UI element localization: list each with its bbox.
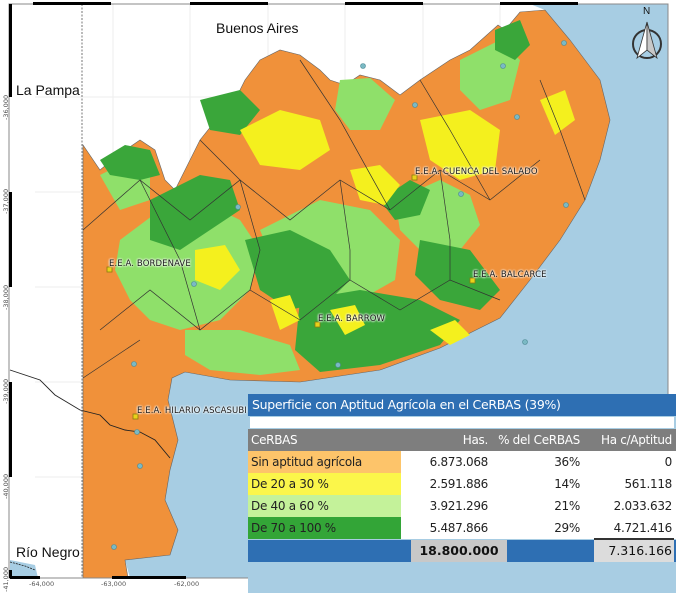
department-boundaries: [82, 59, 586, 379]
total-has: 18.800.000: [411, 540, 507, 562]
coast-line-sw: [9, 561, 36, 571]
zone-40-60: [100, 40, 520, 375]
station-label-bordenave: E.E.A. BORDENAVE: [109, 259, 191, 269]
zone-70-100: [100, 20, 530, 372]
observation-points: [111, 40, 569, 550]
north-arrow-label: N: [643, 6, 651, 17]
row-label: De 20 a 30 %: [248, 473, 401, 495]
row-ha-aptitud: 2.033.632: [613, 499, 673, 513]
lat-tick: -40,000: [2, 473, 10, 499]
table-blank-row: [250, 417, 674, 428]
lon-tick: -63,000: [101, 580, 127, 588]
lat-tick: -39,000: [2, 378, 10, 404]
row-pct: 29%: [554, 521, 580, 535]
total-separator: [594, 538, 674, 540]
lat-tick: -41,000: [2, 566, 10, 592]
aptitud-table: Superficie con Aptitud Agrícola en el Ce…: [248, 394, 676, 593]
north-arrow-icon: [632, 21, 662, 60]
row-pct: 36%: [554, 455, 580, 469]
row-pct: 14%: [554, 477, 580, 491]
row-ha-aptitud: 0: [664, 455, 673, 469]
table-title: Superficie con Aptitud Agrícola en el Ce…: [248, 394, 676, 416]
row-has: 5.487.866: [429, 521, 489, 535]
station-markers: [106, 174, 476, 420]
station-label-barrow: E.E.A. BARROW: [318, 314, 386, 324]
row-label: De 40 a 60 %: [248, 495, 401, 517]
row-pct: 21%: [554, 499, 580, 513]
row-has: 2.591.886: [429, 477, 489, 491]
header-ha-aptitud: Ha c/Aptitud: [600, 433, 672, 447]
sea-corner: [10, 560, 38, 578]
total-ha-aptitud: 7.316.166: [594, 540, 674, 562]
region-label-rio-negro: Río Negro: [16, 544, 80, 560]
row-label: Sin aptitud agrícola: [248, 451, 401, 473]
header-has: Has.: [462, 433, 489, 447]
zone-20-30: [195, 90, 575, 345]
station-label-balcarce: E.E.A. BALCARCE: [473, 270, 547, 280]
lat-tick: -36,000: [2, 94, 10, 120]
table-row: De 20 a 30 % 2.591.886 14% 561.118: [248, 473, 676, 495]
row-ha-aptitud: 561.118: [624, 477, 672, 491]
row-has: 3.921.296: [429, 499, 489, 513]
row-label: De 70 a 100 %: [248, 517, 401, 539]
table-row: Sin aptitud agrícola 6.873.068 36% 0: [248, 451, 676, 473]
row-ha-aptitud: 4.721.416: [613, 521, 673, 535]
header-cerbas: CeRBAS: [251, 433, 298, 447]
region-label-buenos-aires: Buenos Aires: [216, 20, 299, 36]
lat-tick: -38,000: [2, 284, 10, 310]
station-label-cuenca-del-salado: E.E.A. CUENCA DEL SALADO: [415, 167, 538, 177]
lon-tick: -64,000: [29, 580, 55, 588]
rio-colorado-line: [9, 369, 171, 459]
station-label-hilario-ascasubi: E.E.A. HILARIO ASCASUBI: [137, 406, 247, 416]
region-label-la-pampa: La Pampa: [16, 82, 80, 98]
header-pct: % del CeRBAS: [498, 433, 580, 447]
table-total-row: 18.800.000 7.316.166: [248, 540, 676, 562]
table-row: De 40 a 60 % 3.921.296 21% 2.033.632: [248, 495, 676, 517]
lon-tick: -62,000: [174, 580, 200, 588]
table-row: De 70 a 100 % 5.487.866 29% 4.721.416: [248, 517, 676, 539]
lat-tick: -37,000: [2, 188, 10, 214]
table-header-row: CeRBAS Has. % del CeRBAS Ha c/Aptitud: [248, 429, 676, 451]
row-has: 6.873.068: [429, 455, 489, 469]
